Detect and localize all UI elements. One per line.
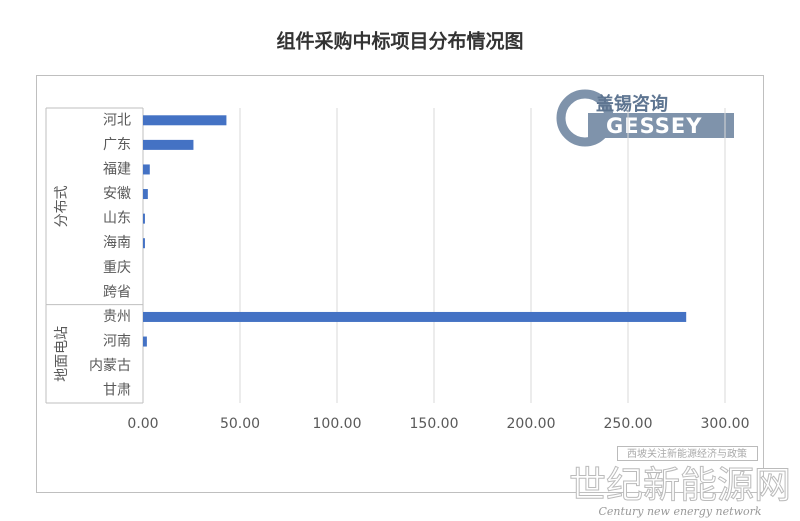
bar <box>143 311 687 322</box>
logo-ring <box>556 89 614 147</box>
y-tick-label: 山东 <box>103 211 131 227</box>
bar <box>143 164 150 175</box>
y-tick-label: 跨省 <box>103 284 131 300</box>
logo-name: 盖锡咨询 <box>596 93 668 115</box>
x-tick-label: 100.00 <box>313 416 362 432</box>
y-tick-label: 甘肃 <box>103 383 131 399</box>
x-tick-label: 250.00 <box>604 416 653 432</box>
y-tick-label: 安徽 <box>103 186 131 202</box>
y-tick-label: 广东 <box>103 137 131 153</box>
bar <box>143 213 145 224</box>
bar <box>143 238 145 249</box>
y-tick-label: 河北 <box>103 112 131 128</box>
group-label: 分布式 <box>54 185 70 227</box>
y-tick-label: 河南 <box>103 334 131 350</box>
watermark-site: 世纪新能源网 <box>569 464 791 507</box>
bar <box>143 139 194 150</box>
x-tick-label: 200.00 <box>507 416 556 432</box>
watermark-caption: 西坡关注新能源经济与政策 <box>627 447 747 460</box>
chart-frame <box>36 75 764 493</box>
x-tick-label: 0.00 <box>127 416 158 432</box>
bar <box>143 189 148 200</box>
bar <box>143 115 227 126</box>
group-label: 地面电站 <box>54 326 70 382</box>
watermark-site-en: Century new energy network <box>598 505 761 518</box>
chart-title: 组件采购中标项目分布情况图 <box>276 30 523 53</box>
logo: 盖锡咨询 GESSEY <box>556 89 734 147</box>
y-tick-label: 海南 <box>103 235 131 251</box>
bar <box>143 336 147 347</box>
x-tick-label: 300.00 <box>701 416 750 432</box>
x-tick-label: 50.00 <box>220 416 260 432</box>
logo-brand: GESSEY <box>606 114 702 138</box>
x-tick-label: 150.00 <box>410 416 459 432</box>
caption-box <box>617 446 758 461</box>
y-tick-label: 内蒙古 <box>89 358 131 374</box>
y-tick-label: 贵州 <box>103 309 131 325</box>
y-tick-label: 福建 <box>103 161 131 177</box>
y-tick-label: 重庆 <box>103 260 131 276</box>
